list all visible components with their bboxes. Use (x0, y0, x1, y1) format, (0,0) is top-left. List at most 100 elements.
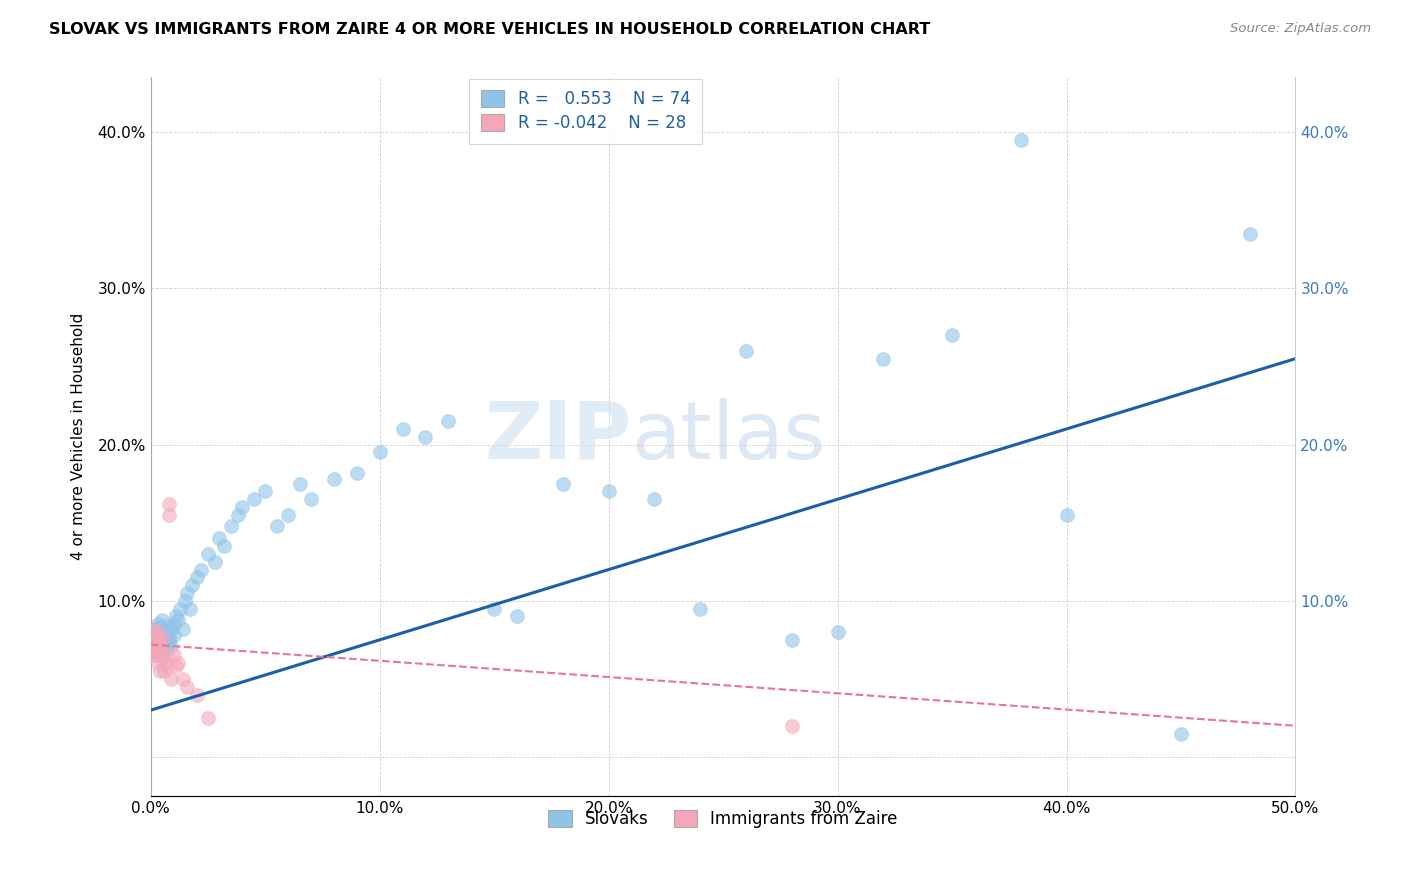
Point (146, 636, 169, 650)
Point (165, 659, 187, 673)
Point (219, 518, 242, 533)
Point (254, 484, 277, 499)
Legend: Slovaks, Immigrants from Zaire: Slovaks, Immigrants from Zaire (541, 803, 904, 835)
Point (160, 622, 183, 636)
Point (146, 617, 169, 632)
Point (231, 500, 253, 514)
Point (146, 644, 169, 658)
Point (346, 466, 368, 480)
Point (176, 680, 198, 694)
Point (142, 644, 165, 658)
Point (153, 638, 176, 652)
Point (143, 622, 166, 636)
Point (156, 659, 179, 673)
Point (941, 328, 963, 343)
Point (437, 414, 460, 428)
Point (146, 626, 169, 640)
Point (149, 636, 172, 650)
Point (142, 644, 165, 658)
Point (162, 617, 184, 632)
Point (150, 648, 173, 663)
Point (735, 343, 758, 358)
Point (142, 632, 165, 647)
Point (277, 508, 299, 522)
Point (1239, 227, 1261, 241)
Point (142, 632, 165, 647)
Point (150, 632, 173, 646)
Point (190, 563, 212, 577)
Point (156, 640, 179, 655)
Point (160, 639, 183, 653)
Point (146, 625, 169, 640)
Text: atlas: atlas (631, 398, 825, 475)
Point (368, 445, 391, 459)
Point (506, 609, 529, 624)
Point (156, 619, 179, 633)
Point (226, 508, 249, 522)
Point (181, 578, 204, 592)
Point (176, 586, 198, 600)
Point (186, 688, 208, 702)
Point (157, 634, 180, 648)
Point (157, 508, 180, 522)
Point (153, 664, 176, 678)
Point (197, 711, 219, 725)
Point (174, 594, 197, 608)
Point (872, 351, 894, 366)
Point (169, 601, 191, 615)
Point (156, 626, 179, 640)
Point (172, 672, 194, 686)
Point (142, 622, 165, 636)
Point (186, 570, 208, 584)
Point (153, 630, 176, 644)
Point (149, 620, 172, 634)
Point (143, 648, 166, 663)
Point (146, 640, 169, 655)
Point (165, 609, 187, 624)
Point (146, 657, 169, 671)
Point (143, 628, 166, 642)
Point (143, 640, 166, 655)
Point (157, 632, 180, 646)
Point (160, 672, 183, 686)
Point (391, 422, 413, 436)
Point (179, 601, 201, 615)
Point (482, 601, 505, 615)
Point (780, 632, 803, 647)
Point (780, 719, 803, 733)
Text: SLOVAK VS IMMIGRANTS FROM ZAIRE 4 OR MORE VEHICLES IN HOUSEHOLD CORRELATION CHAR: SLOVAK VS IMMIGRANTS FROM ZAIRE 4 OR MOR… (49, 22, 931, 37)
Point (153, 625, 176, 640)
Point (689, 601, 711, 615)
Point (288, 476, 311, 491)
Point (149, 632, 172, 646)
Point (204, 555, 226, 569)
Point (242, 492, 264, 507)
Point (1056, 508, 1078, 522)
Point (143, 628, 166, 642)
Point (150, 632, 173, 647)
Point (143, 638, 166, 652)
Y-axis label: 4 or more Vehicles in Household: 4 or more Vehicles in Household (72, 313, 86, 560)
Point (156, 648, 179, 663)
Point (162, 628, 184, 642)
Point (167, 613, 190, 627)
Point (827, 625, 849, 640)
Point (142, 638, 165, 652)
Point (167, 657, 190, 671)
Point (643, 492, 665, 507)
Point (150, 613, 173, 627)
Point (299, 492, 322, 507)
Point (153, 657, 176, 671)
Point (415, 430, 437, 444)
Point (149, 664, 172, 678)
Point (172, 622, 194, 636)
Point (551, 476, 574, 491)
Point (1010, 133, 1032, 147)
Point (162, 648, 184, 663)
Point (149, 639, 172, 653)
Point (150, 642, 173, 657)
Text: Source: ZipAtlas.com: Source: ZipAtlas.com (1230, 22, 1371, 36)
Point (1170, 726, 1192, 740)
Point (266, 518, 288, 533)
Text: ZIP: ZIP (484, 398, 631, 475)
